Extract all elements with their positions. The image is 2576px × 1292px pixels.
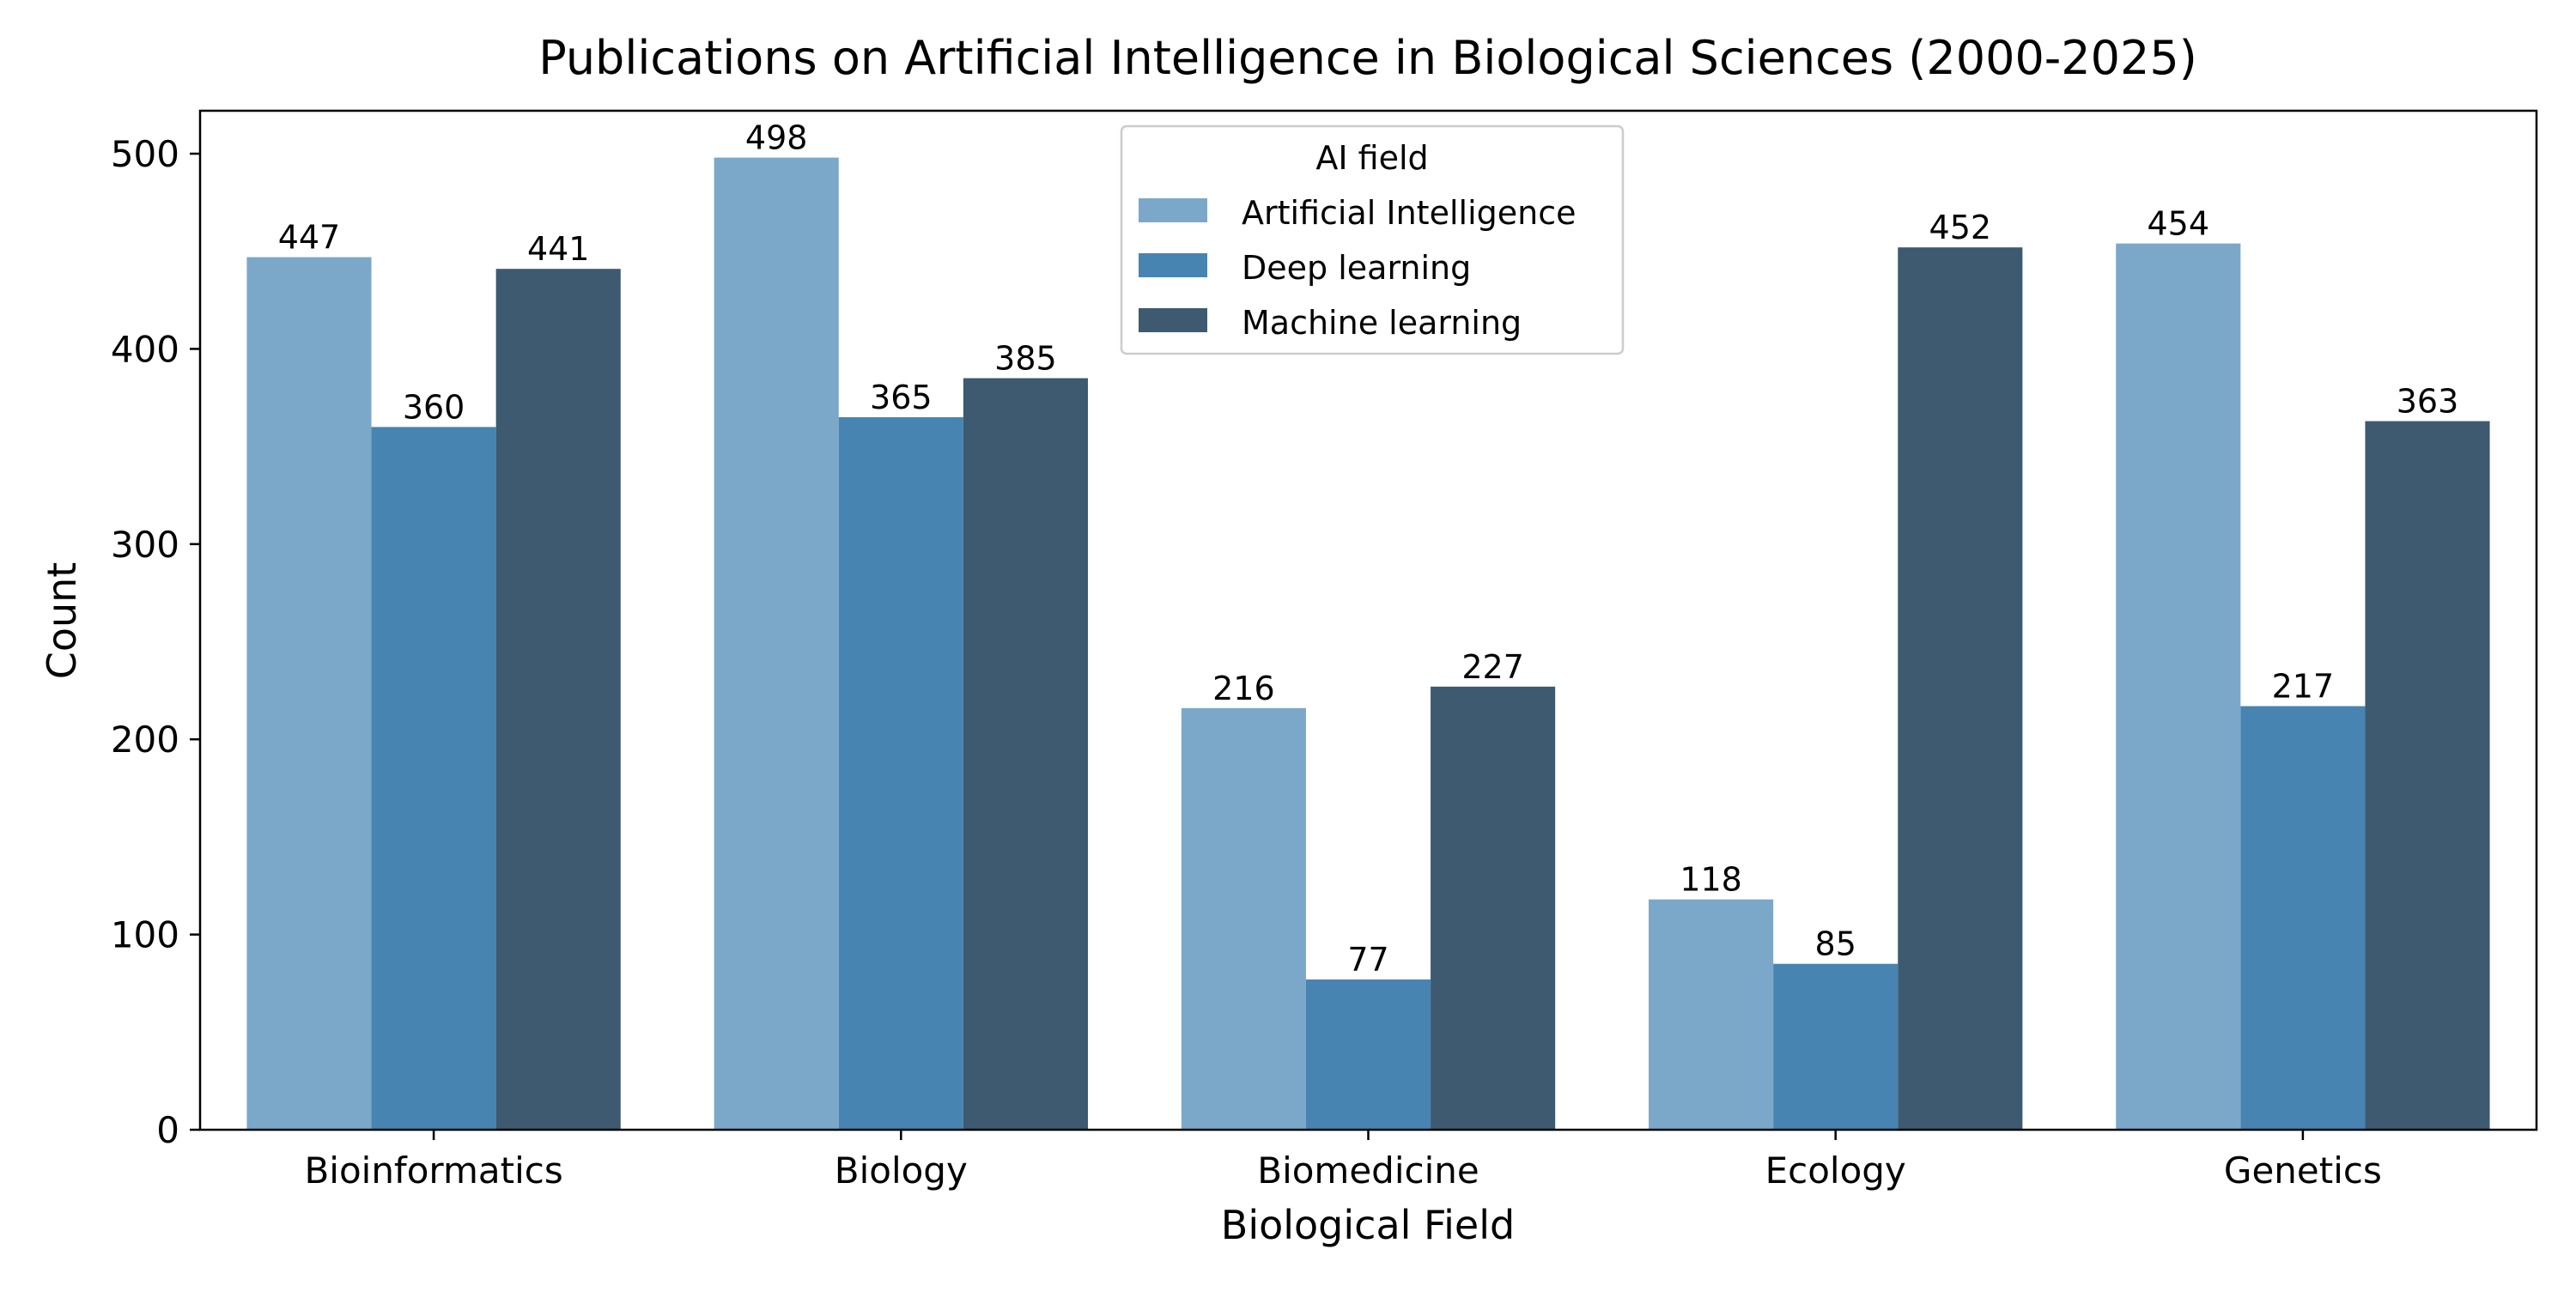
data-label-machine-learning-biomedicine: 227 [1461,648,1524,686]
y-tick-label-500: 500 [111,133,179,175]
x-axis-label: Biological Field [1221,1202,1515,1248]
bar-machine-learning-ecology [1898,247,2023,1130]
legend: AI field Artificial Intelligence Deep lear… [1120,124,1625,355]
data-label-deep-learning-ecology: 85 [1815,925,1856,963]
bar-deep-learning-biomedicine [1305,979,1431,1130]
x-tick-label-bioinformatics: Bioinformatics [304,1149,562,1192]
bar-deep-learning-bioinformatics [371,427,496,1131]
bar-deep-learning-genetics [2240,706,2366,1130]
x-tick-label-biology: Biology [835,1149,968,1192]
legend-swatch-artificial-intelligence [1139,198,1207,222]
bar-machine-learning-biomedicine [1431,686,1556,1130]
data-label-deep-learning-bioinformatics: 360 [403,388,465,426]
bar-deep-learning-biology [838,417,963,1130]
x-tick-label-ecology: Ecology [1765,1149,1906,1192]
y-tick-label-100: 100 [111,914,179,956]
data-label-deep-learning-biology: 365 [870,379,933,416]
legend-label-machine-learning: Machine learning [1242,304,1522,342]
x-tick-label-biomedicine: Biomedicine [1257,1149,1479,1192]
bar-artificial-intelligence-bioinformatics [246,257,372,1130]
bar-machine-learning-bioinformatics [495,269,621,1130]
data-label-artificial-intelligence-bioinformatics: 447 [278,219,341,257]
data-label-machine-learning-ecology: 452 [1929,209,1992,246]
data-label-deep-learning-biomedicine: 77 [1347,941,1388,979]
plot-frame [198,109,2538,1131]
data-label-deep-learning-genetics: 217 [2272,668,2335,706]
bar-artificial-intelligence-biomedicine [1181,707,1306,1130]
data-label-artificial-intelligence-biomedicine: 216 [1212,670,1275,707]
bar-deep-learning-ecology [1773,963,1899,1130]
legend-title: AI field [1315,139,1428,177]
bar-machine-learning-genetics [2365,421,2490,1130]
y-tick-label-300: 300 [111,524,179,566]
legend-swatch-deep-learning [1139,253,1207,277]
bar-artificial-intelligence-biology [714,157,839,1130]
y-tick-label-200: 200 [111,719,179,761]
axes-layer: Bioinformatics Biology Biomedicine Ecology G… [111,109,2538,1192]
legend-swatch-machine-learning [1139,308,1207,332]
data-label-machine-learning-biology: 385 [994,340,1057,378]
data-label-machine-learning-genetics: 363 [2397,383,2459,421]
legend-label-deep-learning: Deep learning [1242,249,1471,287]
chart-title: Publications on Artificial Intelligence … [538,31,2197,85]
x-tick-label-genetics: Genetics [2224,1149,2382,1192]
bar-artificial-intelligence-ecology [1649,899,1774,1130]
bar-artificial-intelligence-genetics [2116,243,2241,1130]
data-label-artificial-intelligence-genetics: 454 [2148,205,2210,243]
data-label-machine-learning-bioinformatics: 441 [527,230,590,268]
legend-label-artificial-intelligence: Artificial Intelligence [1242,194,1576,232]
data-label-artificial-intelligence-ecology: 118 [1680,861,1742,899]
y-tick-label-400: 400 [111,328,179,370]
y-axis-label: Count [39,562,85,680]
y-tick-label-0: 0 [156,1109,179,1151]
legend-box [1120,124,1625,355]
bars-layer: 447 360 441 498 365 385 216 77 227 118 85 452 454 217… [246,119,2490,1131]
bar-machine-learning-biology [963,378,1088,1130]
data-label-artificial-intelligence-biology: 498 [745,119,808,157]
